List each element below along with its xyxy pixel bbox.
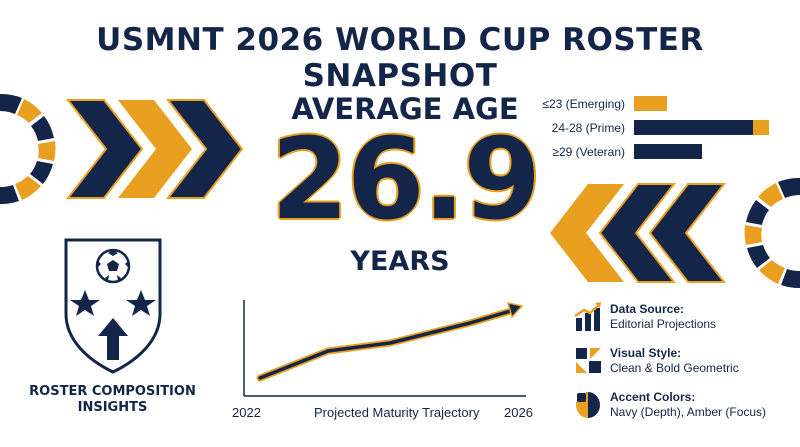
star-icon — [126, 290, 156, 316]
bar-category-label: 24-28 (Prime) — [551, 121, 625, 135]
legend-heading: Visual Style: — [610, 346, 682, 360]
bar — [634, 144, 702, 159]
color-swatch-icon — [576, 392, 600, 418]
legend-heading: Data Source: — [610, 302, 685, 316]
shield-caption-line1: ROSTER COMPOSITION — [29, 384, 196, 399]
left-chevron-decoration — [0, 93, 244, 205]
chevrons-left — [550, 183, 727, 283]
trend-chart — [243, 300, 526, 397]
average-age-label: AVERAGE AGE — [291, 92, 519, 126]
legend-text: Clean & Bold Geometric — [610, 361, 739, 375]
bar-category-label: ≥29 (Veteran) — [552, 145, 625, 159]
chevrons-right — [65, 99, 244, 199]
age-bracket-chart: ≤23 (Emerging) 24-28 (Prime) ≥29 (Veteran) — [500, 94, 800, 166]
legend-item-visual-style: Visual Style: Clean & Bold Geometric — [574, 344, 794, 380]
trend-arrowhead — [506, 302, 524, 319]
half-ring-right — [744, 177, 800, 289]
trend-caption: Projected Maturity Trajectory — [314, 405, 480, 420]
half-ring-left — [0, 93, 56, 205]
chart-trend-icon — [574, 302, 601, 331]
trend-end-label: 2026 — [504, 405, 533, 420]
legend-text: Navy (Depth), Amber (Focus) — [610, 405, 767, 419]
bar-category-label: ≤23 (Emerging) — [542, 97, 625, 111]
shield-emblem — [64, 238, 162, 374]
legend-item-data-source: Data Source: Editorial Projections — [574, 300, 794, 336]
bar-accent-cap — [753, 120, 769, 135]
right-chevron-decoration — [550, 177, 800, 289]
star-icon — [70, 290, 100, 316]
shield-caption: ROSTER COMPOSITION INSIGHTS — [20, 384, 205, 416]
legend-text: Editorial Projections — [610, 317, 717, 331]
page-title: USMNT 2026 WORLD CUP ROSTER SNAPSHOT — [96, 22, 704, 94]
up-arrow-icon — [98, 318, 128, 360]
legend-heading: Accent Colors: — [610, 390, 696, 404]
geometric-shapes-icon — [576, 348, 601, 373]
soccer-ball-icon — [95, 248, 131, 284]
legend-item-accent-colors: Accent Colors: Navy (Depth), Amber (Focu… — [574, 388, 794, 424]
bar — [634, 96, 667, 111]
average-age-value: 26.9 — [270, 115, 541, 245]
bar — [634, 120, 769, 135]
trend-start-label: 2022 — [232, 405, 261, 420]
average-age-unit: YEARS — [350, 246, 450, 277]
shield-caption-line2: INSIGHTS — [77, 400, 148, 415]
